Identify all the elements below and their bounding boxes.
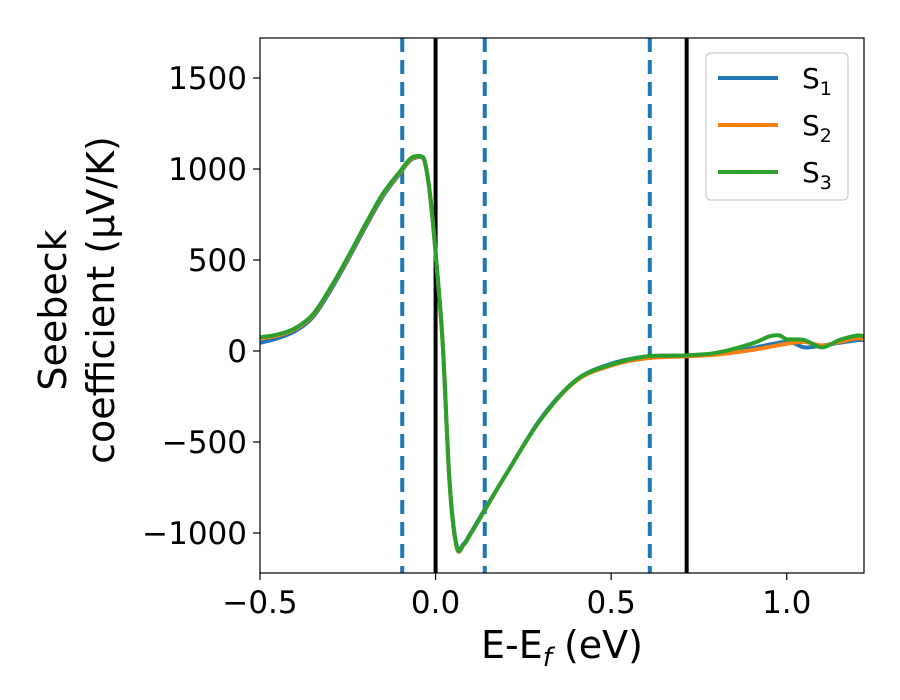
y-axis-label-line2: coefficient (μV/K): [79, 136, 123, 464]
y-tick-label: 500: [188, 243, 247, 279]
series-line-s2: [260, 154, 864, 554]
x-axis: −0.5 0.0 0.5 1.0: [222, 573, 811, 621]
legend-label-s2: S2: [802, 109, 832, 147]
series-line-s3: [260, 153, 864, 554]
reference-lines: [400, 38, 689, 573]
y-tick-label: 1500: [168, 61, 247, 97]
plot-frame: [259, 37, 865, 574]
y-axis: −1000 −500 0 500 1000 1500: [142, 61, 260, 552]
y-axis-label: Seebeck coefficient (μV/K): [31, 136, 123, 464]
x-tick-label: 0.5: [587, 585, 636, 621]
y-tick-label: 0: [227, 334, 247, 370]
x-axis-label-unit: (eV): [552, 623, 643, 667]
legend: S1 S2 S3: [705, 52, 849, 201]
legend-label-s1: S1: [802, 62, 832, 100]
series-line-s1: [260, 155, 864, 553]
x-tick-label: −0.5: [222, 585, 297, 621]
series-layer: [260, 153, 864, 554]
y-tick-label: −1000: [142, 516, 247, 552]
x-tick-label: 0.0: [411, 585, 460, 621]
y-tick-label: 1000: [168, 152, 247, 188]
x-axis-label-main: E-E: [481, 623, 543, 667]
y-axis-label-line1: Seebeck: [31, 229, 75, 390]
y-tick-label: −500: [162, 425, 247, 461]
x-axis-label: E-Ef (eV): [481, 623, 643, 673]
legend-label-s3: S3: [802, 156, 832, 194]
x-tick-label: 1.0: [762, 585, 811, 621]
